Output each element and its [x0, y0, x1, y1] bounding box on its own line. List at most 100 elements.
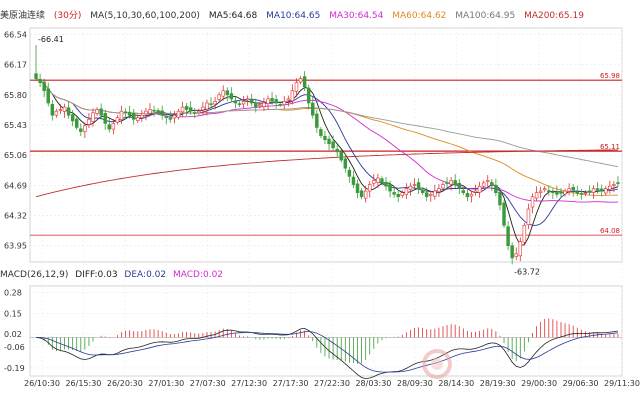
candles: [34, 45, 620, 265]
candle-body: [335, 148, 339, 153]
candle-body: [172, 114, 177, 119]
candle-body: [616, 182, 620, 184]
candle-body: [534, 192, 539, 199]
candle-body: [75, 118, 79, 128]
candle-body: [34, 73, 38, 79]
candle-body: [42, 81, 46, 92]
reference-line-label: 64.08: [600, 227, 620, 235]
axes-labels: 66.54 66.17 65.80 65.43 65.06 64.69 64.32 63.95…: [4, 31, 640, 388]
candle-body: [420, 189, 425, 193]
candle-body: [339, 151, 343, 161]
candle-body: [233, 100, 238, 104]
candle-body: [404, 188, 409, 195]
candle-body: [359, 190, 364, 198]
macd-panel-frame: [29, 285, 623, 377]
x-tick-label: 27/07:30: [190, 379, 226, 388]
candle-body: [595, 188, 600, 191]
candle-body: [604, 188, 608, 194]
candle-body: [107, 124, 112, 130]
candle-body: [91, 112, 95, 122]
candle-body: [429, 194, 433, 196]
candle-body: [323, 135, 327, 141]
x-tick-label: 28/09:30: [397, 379, 433, 388]
y-tick-label: 66.54: [4, 31, 27, 40]
x-tick-label: 26/15:30: [65, 379, 101, 388]
reference-line-label: 65.11: [600, 143, 620, 151]
macd-y-tick-label: -0.19: [4, 364, 25, 373]
candle-body: [363, 190, 368, 199]
candle-body: [54, 110, 59, 116]
candle-body: [551, 191, 555, 194]
candle-body: [148, 109, 152, 114]
candle-body: [506, 226, 510, 246]
x-tick-label: 29/00:30: [521, 379, 557, 388]
candle-body: [502, 202, 506, 226]
candle-body: [575, 191, 579, 194]
candle-body: [144, 110, 148, 115]
ma200-value: MA200:65.19: [524, 11, 584, 21]
candle-body: [127, 111, 132, 116]
candle-body: [449, 180, 453, 185]
candle-body: [221, 90, 225, 97]
candle-body: [331, 141, 335, 149]
candle-body: [567, 188, 571, 192]
candle-body: [388, 183, 392, 192]
macd-value: MACD:0.02: [172, 270, 224, 280]
candle-body: [498, 191, 502, 206]
candle-body: [254, 102, 258, 108]
candle-body: [95, 109, 99, 114]
ma100-value: MA100:64.95: [455, 11, 516, 21]
reference-line-label: 65.98: [600, 72, 620, 80]
x-tick-label: 27/22:30: [314, 379, 350, 388]
candle-body: [209, 103, 213, 105]
candle-body: [119, 110, 124, 120]
x-tick-label: 27/01:30: [148, 379, 184, 388]
candle-body: [608, 185, 612, 190]
candle-body: [400, 192, 405, 196]
x-tick-label: 26/20:30: [107, 379, 143, 388]
y-tick-label: 66.17: [4, 61, 27, 70]
candle-body: [270, 97, 274, 102]
candle-body: [563, 190, 567, 195]
candle-body: [591, 188, 596, 193]
candle-body: [266, 98, 270, 104]
candle-body: [99, 108, 103, 116]
diff-value: DIFF:0.03: [75, 270, 118, 280]
candle-body: [412, 184, 417, 186]
high-annotation: -66.41: [38, 35, 64, 44]
candle-body: [579, 193, 584, 195]
candle-body: [205, 102, 209, 110]
x-tick-label: 27/17:30: [273, 379, 309, 388]
candle-body: [131, 112, 136, 120]
candle-body: [547, 190, 551, 192]
candle-body: [445, 182, 449, 184]
candle-body: [180, 106, 185, 113]
candle-body: [225, 90, 230, 96]
y-tick-label: 64.32: [4, 212, 27, 221]
candle-body: [355, 183, 360, 193]
diff-line: [35, 327, 619, 380]
x-tick-label: 27/12:30: [231, 379, 267, 388]
candle-body: [437, 188, 441, 193]
candle-body: [327, 138, 331, 145]
candle-body: [351, 176, 356, 185]
dea-value: DEA:0.02: [124, 270, 167, 280]
candle-body: [50, 104, 55, 116]
candle-body: [103, 112, 107, 124]
candle-body: [176, 110, 181, 118]
candle-body: [184, 106, 189, 110]
candle-body: [368, 184, 372, 192]
candle-body: [599, 188, 604, 192]
candle-body: [164, 116, 168, 118]
candle-body: [376, 177, 380, 183]
candle-body: [66, 107, 71, 116]
watermark-logo: [422, 349, 452, 379]
candle-body: [201, 106, 205, 111]
candle-body: [457, 182, 461, 189]
x-tick-label: 29/06:30: [563, 379, 599, 388]
candle-body: [83, 125, 87, 132]
candle-body: [229, 93, 234, 100]
candle-body: [571, 187, 575, 191]
candle-body: [473, 190, 478, 193]
